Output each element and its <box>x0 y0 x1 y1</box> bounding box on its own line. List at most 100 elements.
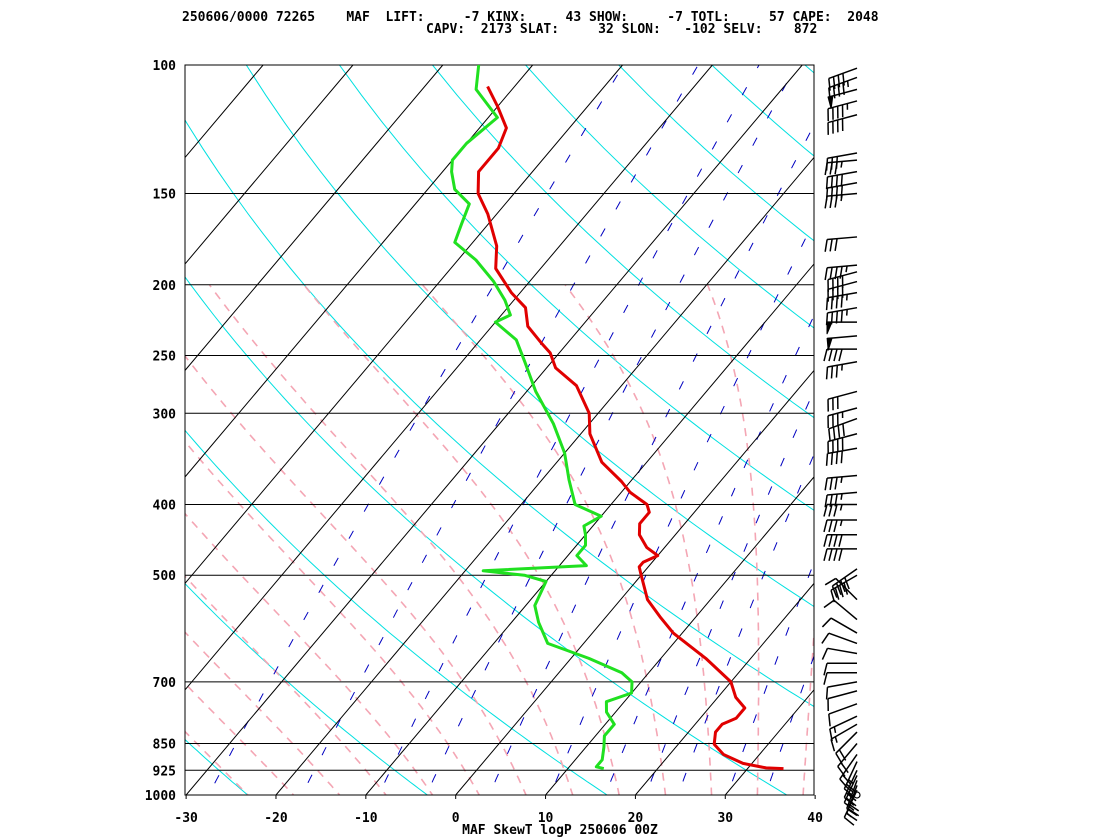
moist-adiabat-line <box>208 284 574 795</box>
wind-barb-full <box>833 548 838 561</box>
wind-barb-full <box>823 663 828 676</box>
wind-barb <box>835 731 858 765</box>
wind-barb <box>825 152 858 171</box>
mixing-ratio-line <box>645 389 814 795</box>
wind-barb-full <box>835 175 839 188</box>
wind-barb-full <box>829 477 833 490</box>
wind-barb <box>831 568 858 598</box>
wind-barb <box>823 533 857 547</box>
wind-barb-full <box>824 577 837 586</box>
mixing-ratio-line <box>301 65 699 795</box>
isotherm-line <box>185 65 444 372</box>
wind-barb <box>828 67 858 91</box>
wind-barb-full <box>835 156 839 169</box>
wind-barb-full <box>844 577 850 590</box>
isotherm-line <box>635 582 814 795</box>
wind-barb <box>843 761 858 798</box>
wind-barb-full <box>825 453 829 466</box>
wind-barb-full <box>828 713 831 727</box>
dry-adiabat-line <box>338 65 814 511</box>
isotherm-line <box>455 369 814 795</box>
wind-barb-full <box>840 450 843 464</box>
wind-barb-full <box>825 158 829 171</box>
isotherm-line <box>275 156 814 795</box>
pressure-tick-label: 150 <box>153 188 177 203</box>
wind-barb-half <box>840 476 843 484</box>
wind-barb-full <box>843 796 855 806</box>
wind-barb <box>829 715 858 742</box>
wind-barb-full <box>823 672 828 685</box>
wind-barb-full <box>830 187 834 200</box>
wind-barb-full <box>825 687 829 700</box>
wind-barb-full <box>831 585 838 598</box>
wind-barb-full <box>830 366 834 379</box>
wind-barb <box>828 703 858 727</box>
isotherm-line <box>185 65 713 691</box>
dewpoint-profile-line <box>450 65 634 771</box>
isotherm-line <box>185 65 623 585</box>
wind-barb-full <box>842 774 852 785</box>
wind-barb-staff <box>828 703 858 715</box>
temperature-tick-label: -20 <box>264 811 288 826</box>
wind-barb-full <box>842 73 845 86</box>
dry-adiabats <box>185 65 814 795</box>
wind-barb <box>825 361 858 380</box>
isotherm-line <box>185 65 354 265</box>
wind-barb-full <box>834 494 838 507</box>
pressure-tick-label: 925 <box>153 764 176 779</box>
wind-barb-full <box>839 778 849 789</box>
wind-barb-half <box>845 265 848 273</box>
wind-barb-full <box>825 297 829 311</box>
profile-lines <box>450 65 784 771</box>
wind-barb <box>839 754 858 789</box>
temperature-tick-label: 40 <box>807 811 823 826</box>
wind-barb <box>828 76 858 101</box>
wind-barb-full <box>823 599 835 609</box>
wind-barb-full <box>830 590 836 603</box>
pressure-tick-label: 200 <box>153 279 177 294</box>
pressure-tick-label: 850 <box>153 737 177 752</box>
wind-barb-full <box>843 582 849 595</box>
mixing-ratio-line <box>727 561 814 795</box>
wind-barb <box>825 306 858 326</box>
temperature-tick-label: 20 <box>628 811 644 826</box>
chart-footer-title: MAF SkewT logP 250606 00Z <box>462 823 658 838</box>
wind-barb-full <box>835 365 839 378</box>
wind-barb-full <box>833 519 838 533</box>
mixing-ratio-lines <box>207 65 814 795</box>
mixing-ratio-line <box>425 65 797 795</box>
wind-barb <box>824 491 858 508</box>
isotherm-line <box>815 65 1120 795</box>
temperature-profile-line <box>476 85 784 771</box>
wind-barb-full <box>830 452 834 466</box>
wind-barb-full <box>835 186 839 199</box>
pressure-tick-labels: 100 150 200 250 300 400 500 700 850 925 1000 <box>145 59 176 804</box>
mixing-ratio-line <box>764 654 814 795</box>
wind-barb-pennant <box>826 337 833 351</box>
wind-barb-full <box>825 187 829 201</box>
moist-adiabat-line <box>421 284 667 795</box>
wind-barb <box>827 690 858 711</box>
isotherms <box>185 65 1120 795</box>
wind-barb-staff <box>827 681 858 688</box>
wind-barb <box>827 390 858 412</box>
wind-barb-full <box>840 185 843 198</box>
wind-barb <box>827 100 858 122</box>
wind-barb-half <box>840 493 843 500</box>
wind-barb-full <box>821 647 829 660</box>
dry-adiabat-line <box>185 119 814 708</box>
wind-barb-full <box>823 534 828 547</box>
wind-barb-full <box>837 766 846 777</box>
wind-barb-full <box>843 816 855 826</box>
isotherm-line <box>185 65 264 159</box>
wind-barb-full <box>832 427 836 440</box>
dry-adiabat-line <box>185 276 788 795</box>
dry-adiabat-line <box>711 65 814 157</box>
pressure-tick-label: 100 <box>153 59 177 74</box>
wind-barb-full <box>837 425 841 438</box>
sounding-header-line1: 250606/0000 72265 MAF LIFT: -7 KINX: 43 … <box>182 10 879 25</box>
wind-barb-full <box>842 423 845 437</box>
dry-adiabat-line <box>245 65 814 608</box>
wind-barb-staff <box>833 599 858 621</box>
wind-barb-full <box>832 76 836 90</box>
